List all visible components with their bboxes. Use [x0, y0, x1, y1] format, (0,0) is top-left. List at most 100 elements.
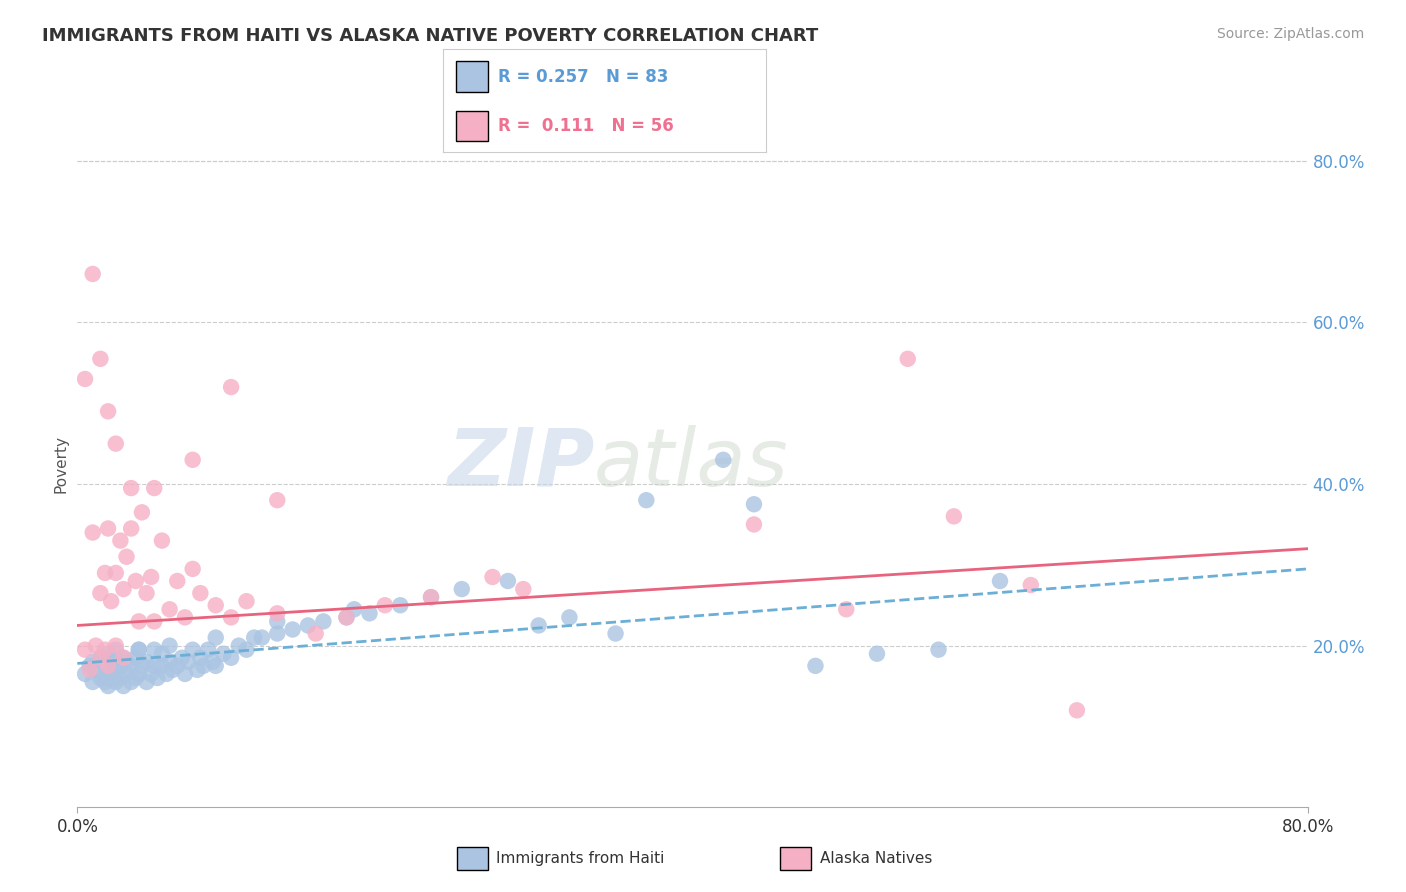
Point — [128, 642, 150, 657]
Point — [359, 607, 381, 621]
Point — [166, 658, 188, 673]
Point — [112, 582, 135, 596]
Point — [481, 570, 503, 584]
Point — [135, 586, 157, 600]
Point — [250, 631, 273, 645]
Point — [204, 599, 226, 613]
Point — [297, 618, 319, 632]
Point — [135, 655, 157, 669]
Point — [266, 626, 288, 640]
Point — [527, 618, 550, 632]
Point — [155, 667, 177, 681]
Point — [143, 642, 166, 657]
Point — [104, 663, 127, 677]
Point — [312, 615, 335, 629]
Point — [120, 521, 142, 535]
Y-axis label: Poverty: Poverty — [53, 434, 69, 493]
Point — [266, 607, 288, 621]
Point — [374, 599, 396, 613]
Point — [79, 658, 101, 673]
Point — [141, 570, 163, 584]
Point — [84, 639, 107, 653]
Point — [110, 658, 132, 673]
Point — [228, 639, 250, 653]
Point — [219, 380, 242, 394]
Point — [159, 655, 181, 669]
Point — [235, 642, 257, 657]
Point — [89, 671, 111, 685]
Point — [97, 671, 120, 685]
Point — [162, 663, 184, 677]
Point — [804, 658, 827, 673]
Point — [512, 582, 534, 596]
Point — [188, 650, 212, 665]
Point — [742, 517, 765, 532]
Point — [897, 351, 920, 366]
Point — [89, 586, 111, 600]
Point — [204, 631, 226, 645]
Point — [181, 642, 204, 657]
Text: Source: ZipAtlas.com: Source: ZipAtlas.com — [1216, 27, 1364, 41]
Point — [177, 655, 200, 669]
Point — [170, 650, 193, 665]
Point — [335, 610, 357, 624]
Point — [496, 574, 519, 588]
Text: Alaska Natives: Alaska Natives — [820, 852, 932, 866]
Point — [219, 610, 242, 624]
Point — [100, 667, 122, 681]
Point — [82, 675, 104, 690]
Point — [104, 639, 127, 653]
Point — [97, 404, 120, 418]
Point — [181, 562, 204, 576]
Point — [420, 590, 443, 604]
Point — [866, 647, 889, 661]
Point — [143, 615, 166, 629]
Point — [742, 497, 765, 511]
Point — [112, 679, 135, 693]
Point — [219, 650, 242, 665]
Point — [343, 602, 366, 616]
Text: R =  0.111   N = 56: R = 0.111 N = 56 — [498, 117, 673, 135]
Point — [97, 679, 120, 693]
Point — [125, 671, 148, 685]
Point — [197, 642, 219, 657]
Point — [115, 549, 138, 564]
Point — [928, 642, 950, 657]
Point — [89, 650, 111, 665]
Point — [73, 642, 96, 657]
Point — [82, 267, 104, 281]
Text: ZIP: ZIP — [447, 425, 595, 503]
Point — [131, 658, 153, 673]
Point — [125, 574, 148, 588]
Point — [1066, 703, 1088, 717]
Point — [89, 351, 111, 366]
Point — [605, 626, 627, 640]
Point — [389, 599, 412, 613]
Point — [125, 650, 148, 665]
Point — [186, 663, 208, 677]
Point — [266, 615, 288, 629]
Point — [94, 642, 117, 657]
Point — [335, 610, 357, 624]
Point — [159, 639, 181, 653]
Text: atlas: atlas — [595, 425, 789, 503]
Point — [988, 574, 1011, 588]
Point — [94, 658, 117, 673]
Point — [835, 602, 858, 616]
Point — [100, 655, 122, 669]
Point — [305, 626, 328, 640]
Point — [135, 675, 157, 690]
Point — [128, 615, 150, 629]
Point — [212, 647, 235, 661]
Point — [100, 594, 122, 608]
Point — [141, 667, 163, 681]
Point — [159, 602, 181, 616]
Point — [110, 671, 132, 685]
Point — [104, 642, 127, 657]
Point — [94, 566, 117, 580]
FancyBboxPatch shape — [456, 111, 488, 141]
Point — [79, 663, 101, 677]
Point — [120, 675, 142, 690]
Point — [73, 372, 96, 386]
Point — [104, 566, 127, 580]
